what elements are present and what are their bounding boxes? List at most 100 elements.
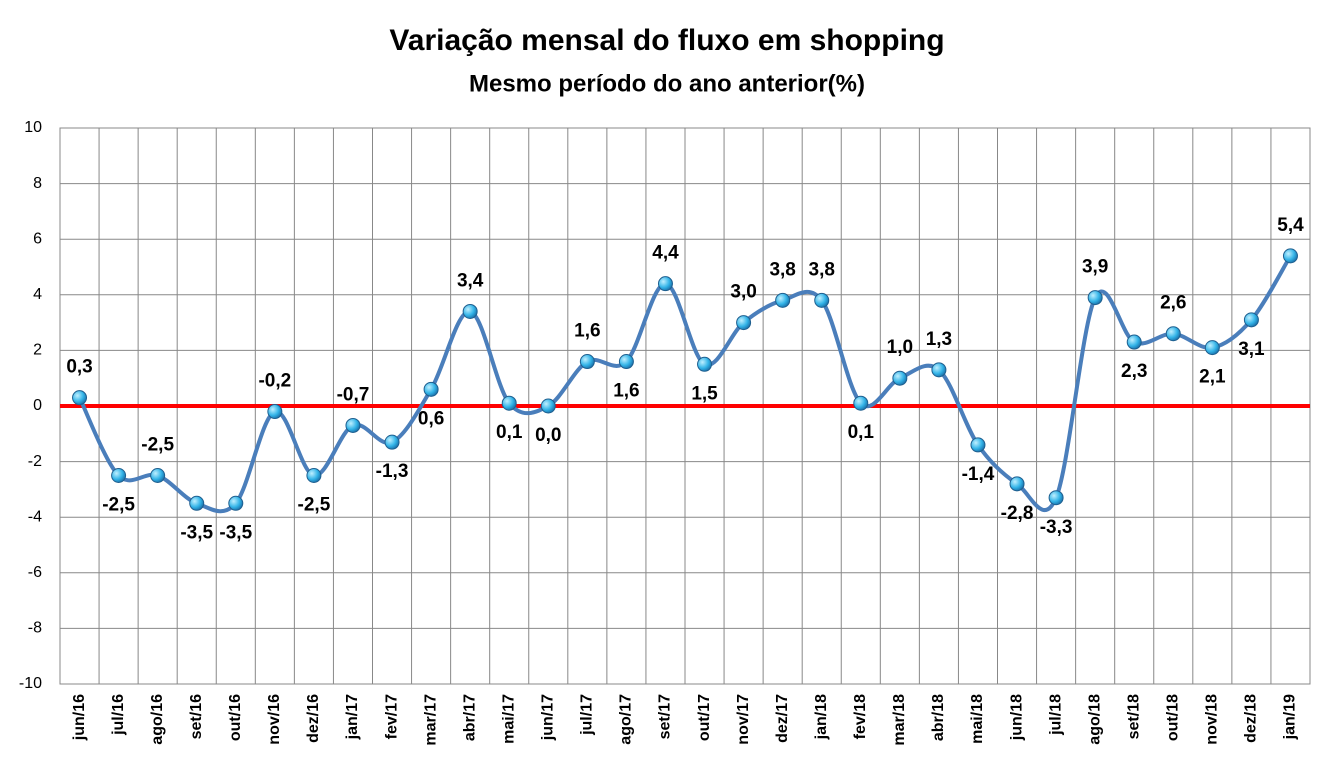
data-label: 3,1	[1238, 339, 1265, 360]
marker	[1087, 290, 1103, 306]
marker	[697, 356, 713, 372]
data-label: 1,3	[926, 329, 952, 350]
x-tick-label: ago/16	[149, 694, 166, 745]
y-tick-label: -8	[28, 620, 42, 637]
marker	[1048, 490, 1064, 506]
marker	[540, 398, 556, 414]
data-label: -2,5	[141, 435, 174, 456]
y-tick-label: -6	[28, 564, 42, 581]
x-tick-label: nov/17	[735, 694, 752, 745]
marker	[72, 390, 88, 406]
x-tick-label: jan/17	[344, 694, 361, 740]
data-label: 1,6	[574, 321, 600, 342]
x-tick-label: set/16	[188, 694, 205, 739]
marker	[775, 292, 791, 308]
y-tick-label: 8	[33, 175, 42, 192]
y-tick-label: -10	[19, 675, 42, 692]
x-tick-label: jul/18	[1047, 694, 1064, 736]
data-label: 2,1	[1199, 367, 1226, 388]
data-label: 5,4	[1277, 215, 1304, 236]
y-tick-label: 6	[33, 230, 42, 247]
x-tick-label: mar/18	[891, 694, 908, 746]
data-label: 3,0	[730, 282, 756, 303]
marker	[579, 354, 595, 370]
marker	[462, 303, 478, 319]
marker	[1243, 312, 1259, 328]
x-tick-label: out/18	[1165, 694, 1182, 741]
marker	[853, 395, 869, 411]
x-tick-label: out/16	[227, 694, 244, 741]
x-tick-label: out/17	[696, 694, 713, 741]
marker	[1165, 326, 1181, 342]
data-label: 1,0	[887, 337, 913, 358]
data-label: 0,6	[418, 408, 444, 429]
chart-subtitle: Mesmo período do ano anterior(%)	[469, 70, 865, 97]
marker	[1009, 476, 1025, 492]
data-label: -2,5	[102, 495, 135, 516]
marker	[736, 315, 752, 331]
data-label: -2,5	[298, 495, 331, 516]
marker	[384, 434, 400, 450]
x-tick-label: jan/18	[813, 694, 830, 740]
marker	[501, 395, 517, 411]
x-tick-label: jul/17	[579, 694, 596, 736]
x-tick-label: jun/16	[71, 694, 88, 741]
marker	[228, 495, 244, 511]
x-tick-label: mar/17	[422, 694, 439, 746]
y-tick-label: 4	[33, 286, 42, 303]
data-label: 0,1	[848, 422, 875, 443]
marker	[306, 468, 322, 483]
y-tick-label: 2	[33, 342, 42, 359]
x-tick-label: mai/18	[969, 694, 986, 744]
data-label: 2,3	[1121, 361, 1147, 382]
series-line	[77, 254, 1293, 514]
marker	[1126, 334, 1142, 350]
y-tick-label: 0	[33, 397, 42, 414]
data-label: 3,9	[1082, 257, 1108, 278]
marker	[931, 362, 947, 378]
data-label: -0,7	[337, 384, 370, 405]
marker	[189, 495, 205, 511]
x-tick-label: set/18	[1125, 694, 1142, 739]
marker	[657, 276, 673, 292]
marker	[150, 468, 166, 483]
x-tick-label: set/17	[657, 694, 674, 739]
x-tick-label: dez/18	[1243, 694, 1260, 743]
data-label: 0,3	[66, 357, 92, 378]
data-label: -0,2	[258, 371, 291, 392]
x-tick-label: jun/18	[1008, 694, 1025, 741]
data-label: 1,5	[691, 383, 718, 404]
x-tick-label: ago/18	[1086, 694, 1103, 745]
data-label: 2,6	[1160, 293, 1186, 314]
marker	[1282, 248, 1298, 264]
data-label: 1,6	[613, 381, 639, 402]
data-label: 0,1	[496, 422, 523, 443]
data-label: -3,5	[219, 522, 252, 543]
data-label: 3,8	[769, 259, 795, 280]
x-tick-label: abr/18	[930, 694, 947, 741]
y-tick-label: -2	[28, 453, 42, 470]
marker	[267, 404, 283, 420]
data-label: -1,4	[962, 464, 995, 485]
marker	[970, 437, 986, 453]
x-tick-label: fev/17	[383, 694, 400, 739]
data-label: -3,3	[1040, 517, 1073, 538]
data-label: 3,8	[809, 259, 835, 280]
x-tick-label: nov/16	[266, 694, 283, 745]
marker	[111, 468, 127, 483]
marker	[345, 417, 361, 433]
x-tick-label: fev/18	[852, 694, 869, 739]
y-tick-label: -4	[28, 508, 42, 525]
data-label: -3,5	[180, 522, 213, 543]
chart-title: Variação mensal do fluxo em shopping	[389, 24, 944, 57]
x-tick-label: jan/19	[1282, 694, 1299, 740]
x-tick-label: ago/17	[618, 694, 635, 745]
y-tick-label: 10	[24, 119, 42, 136]
x-tick-label: jul/16	[110, 694, 127, 736]
marker	[814, 292, 830, 308]
x-tick-label: dez/17	[774, 694, 791, 743]
data-label: -1,3	[376, 461, 409, 482]
data-label: 4,4	[652, 243, 679, 264]
data-label: 0,0	[535, 425, 561, 446]
